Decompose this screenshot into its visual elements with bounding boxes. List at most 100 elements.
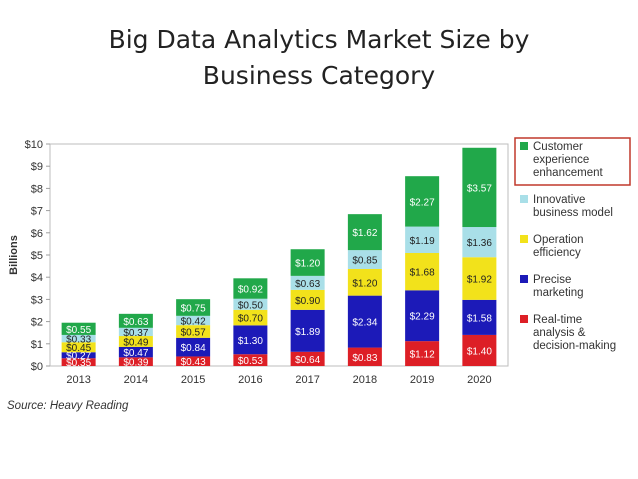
data-label: $0.27 (66, 351, 91, 362)
x-tick-label: 2018 (353, 374, 377, 386)
y-tick-label: $8 (31, 183, 43, 195)
y-tick-label: $0 (31, 361, 43, 373)
bar-segment (462, 227, 497, 258)
bar-segment (405, 176, 440, 227)
data-label: $0.43 (181, 357, 206, 368)
data-label: $0.83 (352, 353, 377, 364)
legend-label: Innovative (533, 194, 585, 206)
bar-segment (405, 341, 440, 366)
bar-segment (405, 290, 440, 342)
data-label: $1.12 (410, 350, 435, 361)
x-tick-label: 2014 (124, 374, 148, 386)
data-label: $0.49 (123, 337, 148, 348)
plot-frame (49, 143, 509, 367)
y-tick-label: $1 (31, 339, 43, 351)
data-label: $1.30 (238, 336, 263, 347)
legend-label: Real-time (533, 314, 582, 326)
data-label: $1.62 (352, 228, 377, 239)
data-label: $0.50 (238, 300, 263, 311)
data-label: $0.53 (238, 356, 263, 367)
bar-segment (347, 250, 382, 269)
data-label: $0.63 (295, 279, 320, 290)
bar-segment (290, 249, 325, 276)
slide-title-line-2: Business Category (202, 61, 436, 90)
bar-segment (405, 226, 440, 254)
bar-segment (462, 334, 497, 366)
data-label: $0.92 (238, 285, 263, 296)
legend-label: business model (533, 207, 613, 219)
legend-swatch (520, 195, 528, 203)
y-tick-label: $7 (31, 206, 43, 218)
legend-label: decision-making (533, 340, 616, 352)
slide-title: Big Data Analytics Market Size by Busine… (40, 22, 598, 94)
data-label: $0.39 (123, 358, 148, 369)
data-label: $1.68 (410, 268, 435, 279)
data-label: $0.70 (238, 314, 263, 325)
data-label: $2.29 (410, 312, 435, 323)
bar-segment (233, 309, 268, 326)
legend-label: marketing (533, 287, 584, 299)
data-label: $0.47 (123, 348, 148, 359)
bar-segment (290, 289, 325, 310)
y-tick-label: $9 (31, 161, 43, 173)
data-label: $0.42 (181, 316, 206, 327)
data-label: $1.36 (467, 238, 492, 249)
legend-label: experience (533, 154, 589, 166)
data-label: $1.20 (295, 259, 320, 270)
y-axis-label: Billions (8, 235, 20, 275)
y-tick-label: $3 (31, 294, 43, 306)
legend-label: Operation (533, 234, 584, 246)
legend-label: enhancement (533, 167, 603, 179)
data-label: $0.45 (66, 343, 91, 354)
data-label: $1.20 (352, 278, 377, 289)
data-label: $1.40 (467, 346, 492, 357)
data-label: $0.37 (123, 328, 148, 339)
bar-segment (118, 357, 153, 366)
data-label: $1.19 (410, 236, 435, 247)
data-label: $2.34 (352, 318, 377, 329)
x-tick-label: 2019 (410, 374, 434, 386)
data-label: $0.63 (123, 317, 148, 328)
legend-label: analysis & (533, 327, 586, 339)
bar-segment (290, 309, 325, 352)
slide-title-line-1: Big Data Analytics Market Size by (108, 25, 530, 54)
legend-highlight-box (514, 137, 631, 186)
source-note: Source: Heavy Reading (7, 400, 129, 412)
bar-segment (290, 351, 325, 366)
legend-swatch (520, 315, 528, 323)
bar-segment (61, 358, 96, 366)
y-tick-label: $5 (31, 250, 43, 262)
bar-segment (233, 298, 268, 310)
bar-segment (118, 313, 153, 328)
legend-swatch (520, 275, 528, 283)
bar-segment (233, 354, 268, 366)
bar-segment (462, 257, 497, 300)
data-label: $2.27 (410, 197, 435, 208)
data-label: $1.89 (295, 327, 320, 338)
bar-segment (405, 253, 440, 291)
bar-segment (347, 268, 382, 296)
legend-swatch (520, 235, 528, 243)
bar-segment (61, 322, 96, 335)
x-tick-label: 2016 (238, 374, 262, 386)
data-label: $0.90 (295, 296, 320, 307)
bar-segment (233, 325, 268, 355)
bar-segment (176, 299, 211, 316)
x-tick-label: 2017 (295, 374, 319, 386)
x-tick-label: 2015 (181, 374, 205, 386)
bar-segment (462, 147, 497, 228)
bar-segment (176, 337, 211, 357)
x-tick-label: 2013 (66, 374, 90, 386)
x-tick-label: 2020 (467, 374, 491, 386)
bar-segment (176, 315, 211, 326)
legend-swatch (520, 142, 528, 150)
y-tick-label: $6 (31, 228, 43, 240)
data-label: $0.57 (181, 327, 206, 338)
data-label: $0.84 (181, 343, 206, 354)
bar-segment (176, 325, 211, 338)
bar-segment (118, 346, 153, 358)
legend-label: efficiency (533, 247, 581, 259)
y-tick-label: $2 (31, 317, 43, 329)
bar-segment (347, 214, 382, 251)
